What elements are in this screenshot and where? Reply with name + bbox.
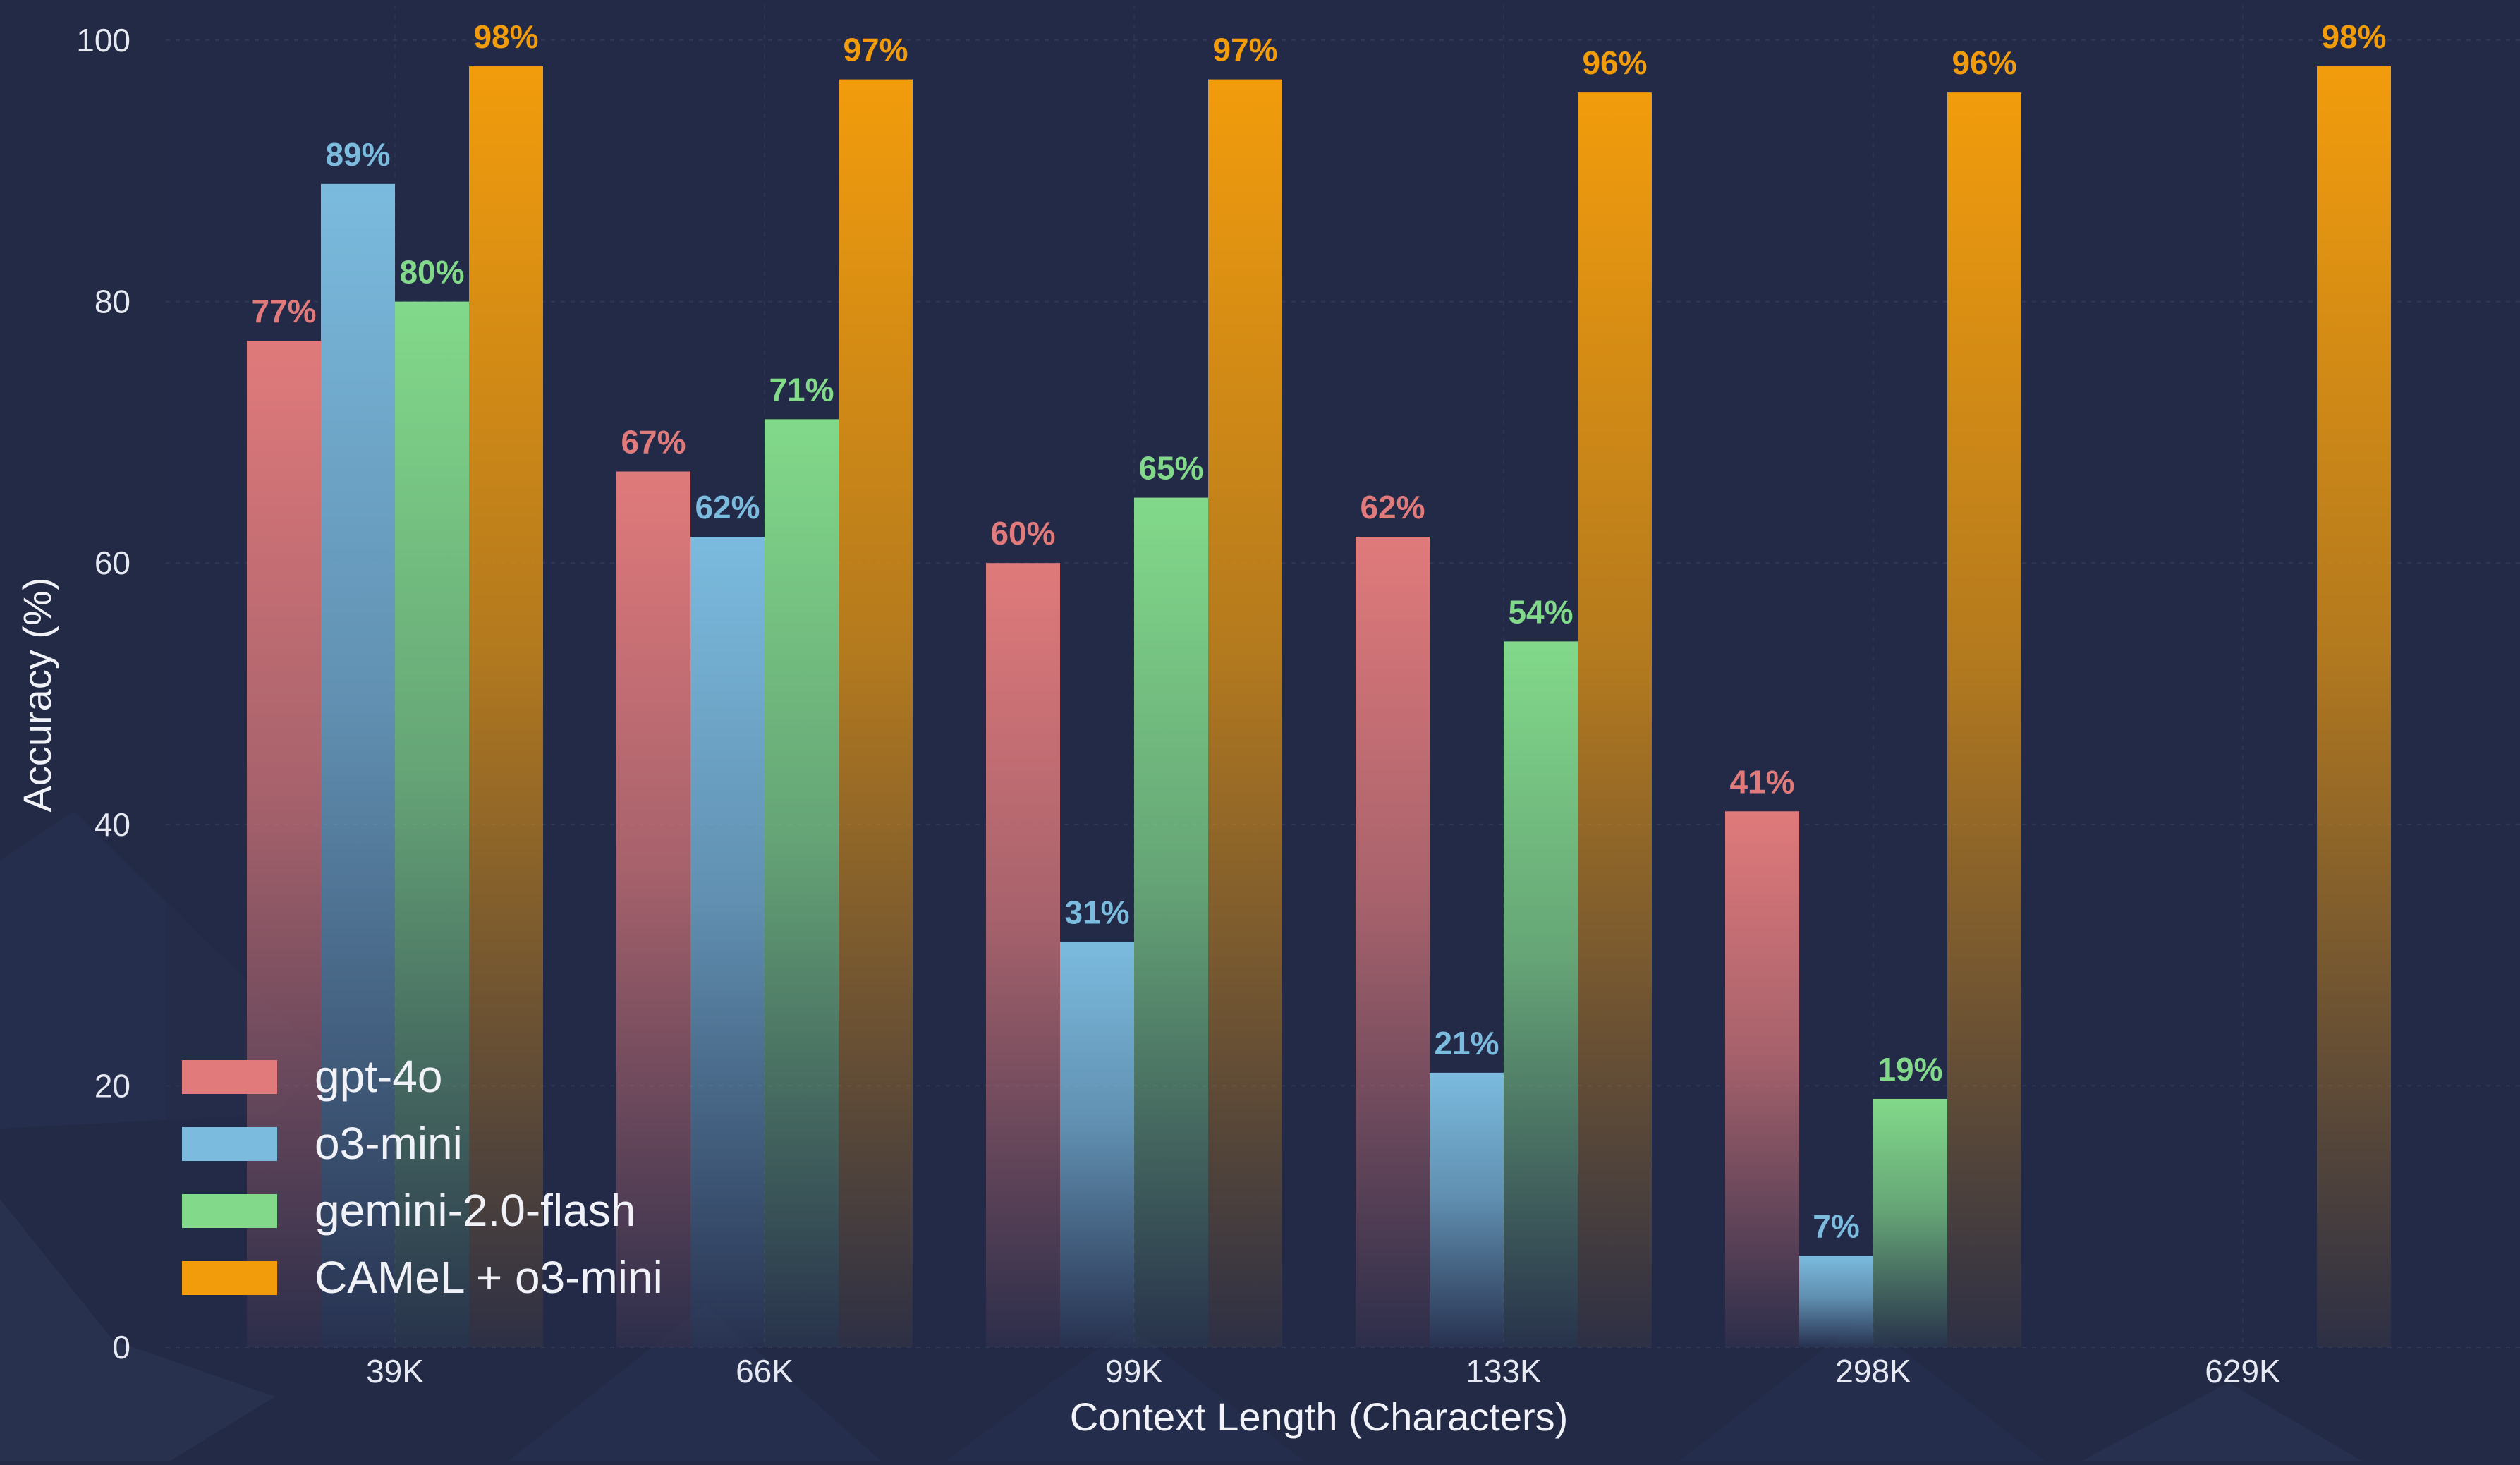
- bar: [2317, 66, 2391, 1347]
- plot-area: [166, 0, 2520, 1347]
- bar-value-label: 71%: [769, 371, 834, 408]
- bar-value-label: 97%: [843, 32, 908, 68]
- bar-value-label: 41%: [1729, 763, 1794, 800]
- y-tick-label: 100: [76, 22, 130, 59]
- bar-value-label: 31%: [1064, 894, 1129, 931]
- x-axis-label: Context Length (Characters): [1070, 1394, 1569, 1439]
- x-axis-ticks: 39K 66K 99K 133K 298K 629K: [366, 1353, 2281, 1390]
- x-tick-label: 39K: [366, 1353, 424, 1390]
- bar: [839, 79, 913, 1348]
- bar-value-label: 62%: [695, 489, 760, 525]
- y-axis-ticks: 0 20 40 60 80 100: [76, 22, 130, 1366]
- bar: [1725, 811, 1799, 1347]
- bar: [1947, 92, 2021, 1347]
- bar: [1208, 79, 1282, 1348]
- legend-swatch: [182, 1127, 277, 1161]
- bar: [616, 471, 690, 1347]
- legend-swatch: [182, 1194, 277, 1228]
- bar: [321, 183, 395, 1348]
- bar: [1356, 537, 1430, 1347]
- legend: gpt-4o o3-mini gemini-2.0-flash CAMeL + o3-…: [182, 1051, 663, 1303]
- y-tick-label: 80: [95, 284, 130, 320]
- legend-swatch: [182, 1060, 277, 1094]
- bar-value-label: 98%: [473, 18, 538, 55]
- bar: [395, 301, 469, 1348]
- x-tick-label: 629K: [2205, 1353, 2281, 1390]
- bar-value-label: 96%: [1582, 44, 1647, 81]
- bar: [1873, 1098, 1947, 1347]
- x-tick-label: 99K: [1105, 1353, 1163, 1390]
- legend-label: gpt-4o: [315, 1051, 442, 1102]
- legend-label: o3-mini: [315, 1118, 463, 1169]
- bar: [1134, 497, 1208, 1347]
- y-tick-label: 0: [112, 1329, 130, 1366]
- bar: [1060, 942, 1134, 1347]
- x-tick-label: 66K: [736, 1353, 793, 1390]
- x-tick-label: 133K: [1466, 1353, 1542, 1390]
- bars: [247, 66, 2391, 1348]
- bar-value-label: 19%: [1877, 1051, 1942, 1088]
- y-tick-label: 60: [95, 545, 130, 581]
- bar-value-label: 89%: [325, 136, 390, 173]
- bar-value-label: 60%: [990, 515, 1055, 552]
- bar: [469, 66, 543, 1347]
- bar-value-label: 96%: [1952, 44, 2016, 81]
- legend-label: gemini-2.0-flash: [315, 1185, 635, 1236]
- bar-value-label: 65%: [1138, 450, 1203, 487]
- bar-value-label: 7%: [1813, 1208, 1859, 1244]
- bar: [247, 341, 321, 1348]
- y-axis-label: Accuracy (%): [15, 578, 59, 813]
- bar: [1578, 92, 1652, 1347]
- bar: [986, 563, 1060, 1348]
- y-tick-label: 40: [95, 806, 130, 843]
- bar-value-label: 21%: [1434, 1025, 1499, 1062]
- bar-value-label: 62%: [1360, 489, 1425, 525]
- bar-value-labels: 77%89%80%98%67%62%71%97%60%31%65%97%62%2…: [251, 18, 2386, 1244]
- bar: [1430, 1072, 1504, 1347]
- bar-value-label: 54%: [1508, 593, 1573, 630]
- bar-value-label: 67%: [621, 423, 686, 460]
- x-tick-label: 298K: [1835, 1353, 1911, 1390]
- bar-value-label: 80%: [399, 254, 464, 291]
- bar-value-label: 97%: [1212, 32, 1277, 68]
- y-tick-label: 20: [95, 1067, 130, 1104]
- bar: [1504, 641, 1578, 1347]
- bar: [1799, 1256, 1873, 1347]
- bar: [690, 537, 765, 1347]
- bar: [765, 419, 839, 1347]
- legend-swatch: [182, 1261, 277, 1295]
- bar-value-label: 98%: [2321, 18, 2386, 55]
- bar-value-label: 77%: [251, 293, 316, 329]
- legend-label: CAMeL + o3-mini: [315, 1252, 663, 1303]
